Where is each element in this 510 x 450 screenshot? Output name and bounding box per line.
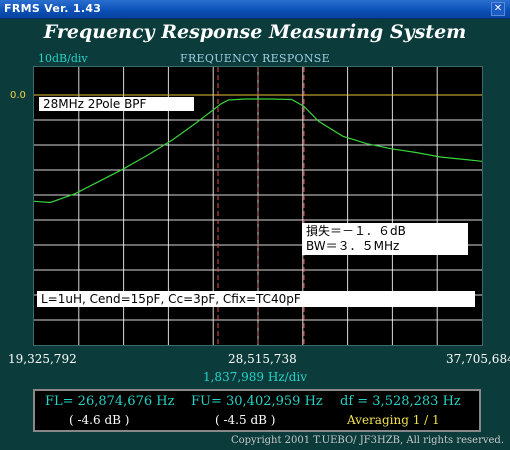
graph-title: FREQUENCY RESPONSE xyxy=(180,52,330,65)
copyright-text: Copyright 2001 T.UEBO/ JF3HZB, All right… xyxy=(230,435,504,446)
averaging-status: Averaging 1 / 1 xyxy=(347,413,440,427)
fl-db-value: ( -4.6 dB ) xyxy=(69,413,130,427)
response-trace xyxy=(34,98,482,204)
fl-value: FL= 26,874,676 Hz xyxy=(45,394,175,409)
ref-level-label: 0.0 xyxy=(10,90,26,101)
x-stop-label: 37,705,684 xyxy=(446,352,510,366)
loss-bandwidth-note: 損失＝－１．６dB BW＝３．５MHz xyxy=(302,223,468,255)
bandwidth-text: BW＝３．５MHz xyxy=(306,239,400,253)
fu-value: FU= 30,402,959 Hz xyxy=(191,394,323,409)
frequency-response-plot[interactable]: 28MHz 2Pole BPF 損失＝－１．６dB BW＝３．５MHz L=1u… xyxy=(33,66,483,346)
y-scale-label: 10dB/div xyxy=(38,52,88,65)
app-title: Frequency Response Measuring System xyxy=(43,21,467,43)
fu-db-value: ( -4.5 dB ) xyxy=(215,413,276,427)
filter-name-note: 28MHz 2Pole BPF xyxy=(39,97,194,111)
x-start-label: 19,325,792 xyxy=(8,352,77,366)
measurement-panel: FL= 26,874,676 Hz ( -4.6 dB ) FU= 30,402… xyxy=(33,389,481,432)
close-icon[interactable]: ✕ xyxy=(491,2,505,16)
x-scale-label: 1,837,989 Hz/div xyxy=(202,370,307,384)
df-value: df = 3,528,283 Hz xyxy=(340,394,461,409)
window-titlebar[interactable]: FRMS Ver. 1.43 ✕ xyxy=(0,0,510,19)
loss-text: 損失＝－１．６dB xyxy=(306,224,406,238)
window-title: FRMS Ver. 1.43 xyxy=(4,2,102,15)
components-note: L=1uH, Cend=15pF, Cc=3pF, Cfix=TC40pF xyxy=(37,291,475,307)
plot-svg xyxy=(34,67,482,345)
x-center-label: 28,515,738 xyxy=(228,352,297,366)
